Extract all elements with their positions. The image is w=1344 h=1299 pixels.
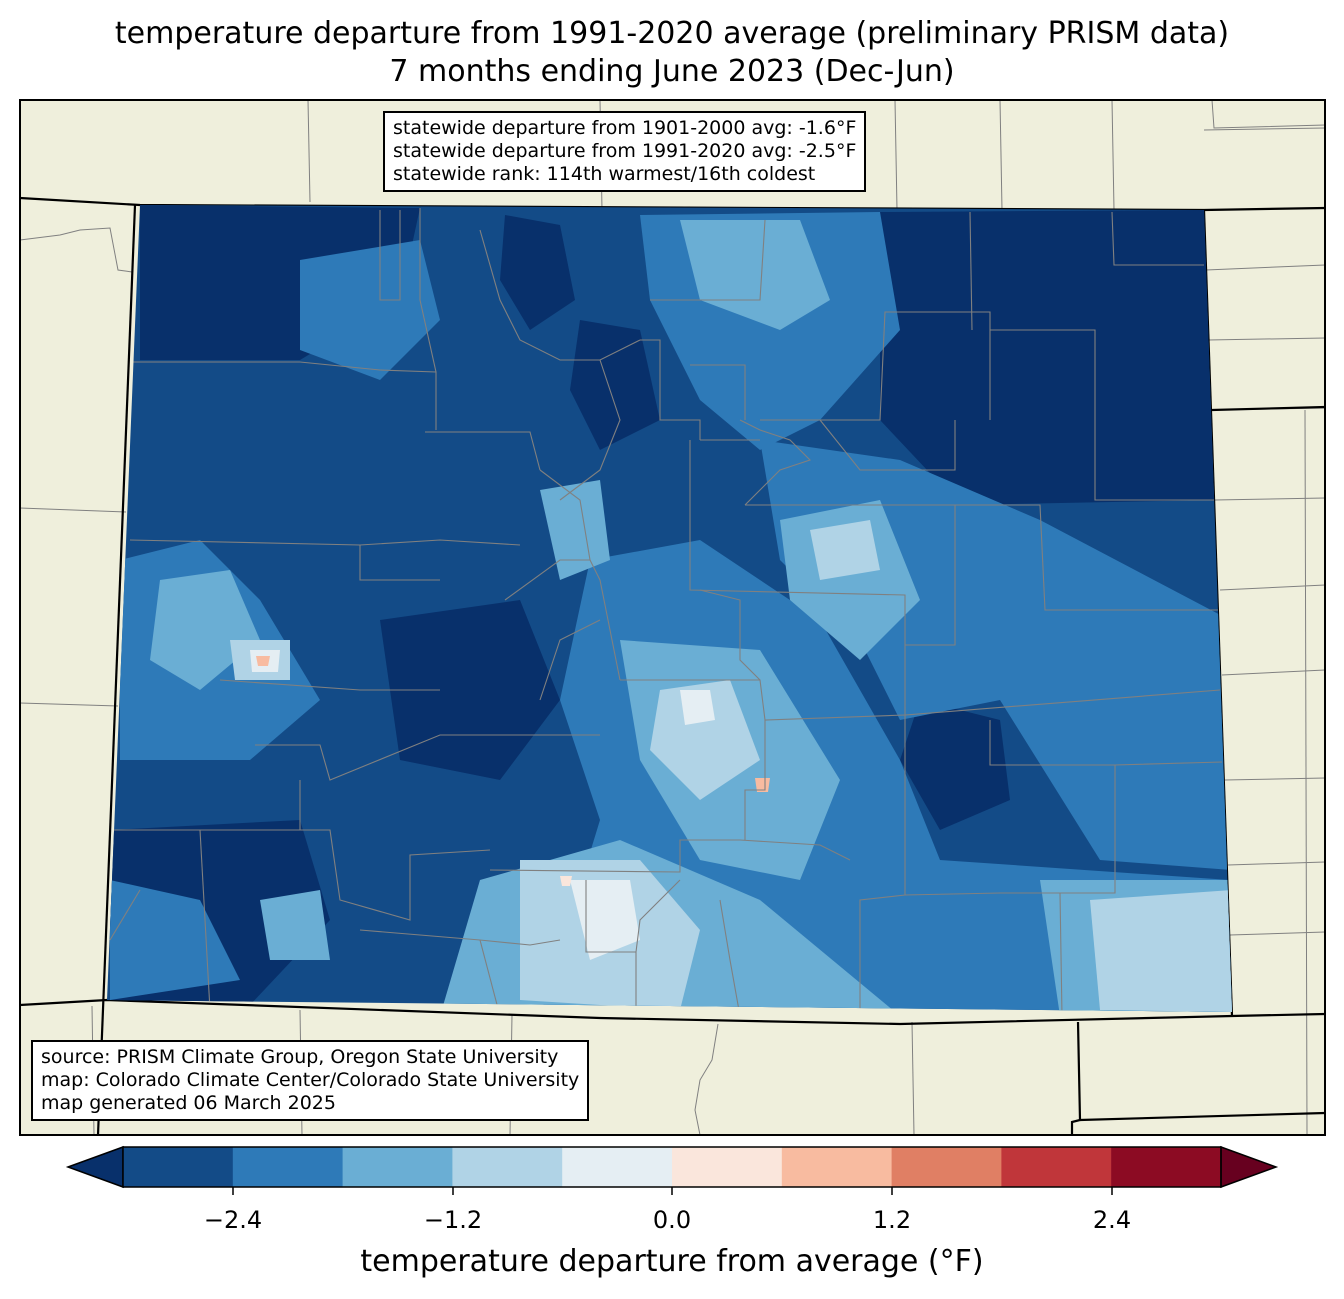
- map-canvas: [19, 99, 1326, 1136]
- map-title-line2: 7 months ending June 2023 (Dec-Jun): [389, 54, 955, 89]
- colorbar-segment: [1111, 1147, 1222, 1187]
- colorbar-segment: [123, 1147, 234, 1187]
- colorbar-segment: [1001, 1147, 1112, 1187]
- colorbar-segment: [342, 1147, 453, 1187]
- colorbar-segment: [891, 1147, 1002, 1187]
- source-line3: map generated 06 March 2025: [41, 1092, 336, 1114]
- stats-line2: statewide departure from 1991-2020 avg: …: [393, 140, 857, 162]
- map-title-line1: temperature departure from 1991-2020 ave…: [114, 16, 1230, 51]
- colorbar-tick-label: −1.2: [423, 1206, 483, 1234]
- colorbar-tick-label: 0.0: [652, 1206, 692, 1234]
- colorbar-tick-marks: [232, 1187, 1113, 1195]
- colorbar-tick-label: 1.2: [872, 1206, 912, 1234]
- colorbar-min-arrow: [65, 1145, 124, 1189]
- stats-line3: statewide rank: 114th warmest/16th colde…: [393, 163, 816, 185]
- colorbar-segment: [781, 1147, 893, 1187]
- colorbar-segment: [452, 1147, 563, 1187]
- colorbar-max-arrow: [1220, 1145, 1279, 1189]
- statewide-stats-box: statewide departure from 1901-2000 avg: …: [383, 111, 867, 192]
- county-lines: [109, 208, 1223, 1012]
- colorbar-label: temperature departure from average (°F): [360, 1244, 984, 1279]
- source-box: source: PRISM Climate Group, Oregon Stat…: [31, 1040, 590, 1121]
- colorbar-segment: [672, 1147, 783, 1187]
- map-frame: [19, 99, 1326, 1136]
- colorbar-tick-label: −2.4: [203, 1206, 263, 1234]
- colorbar-segment: [562, 1147, 673, 1187]
- colorbar-segments: [65, 1145, 1279, 1189]
- source-line1: source: PRISM Climate Group, Oregon Stat…: [41, 1046, 559, 1068]
- colorbar: [65, 1145, 1279, 1195]
- colorbar-tick-label: 2.4: [1092, 1206, 1132, 1234]
- source-line2: map: Colorado Climate Center/Colorado St…: [41, 1069, 580, 1091]
- stats-line1: statewide departure from 1901-2000 avg: …: [393, 117, 857, 139]
- colorbar-segment: [232, 1147, 344, 1187]
